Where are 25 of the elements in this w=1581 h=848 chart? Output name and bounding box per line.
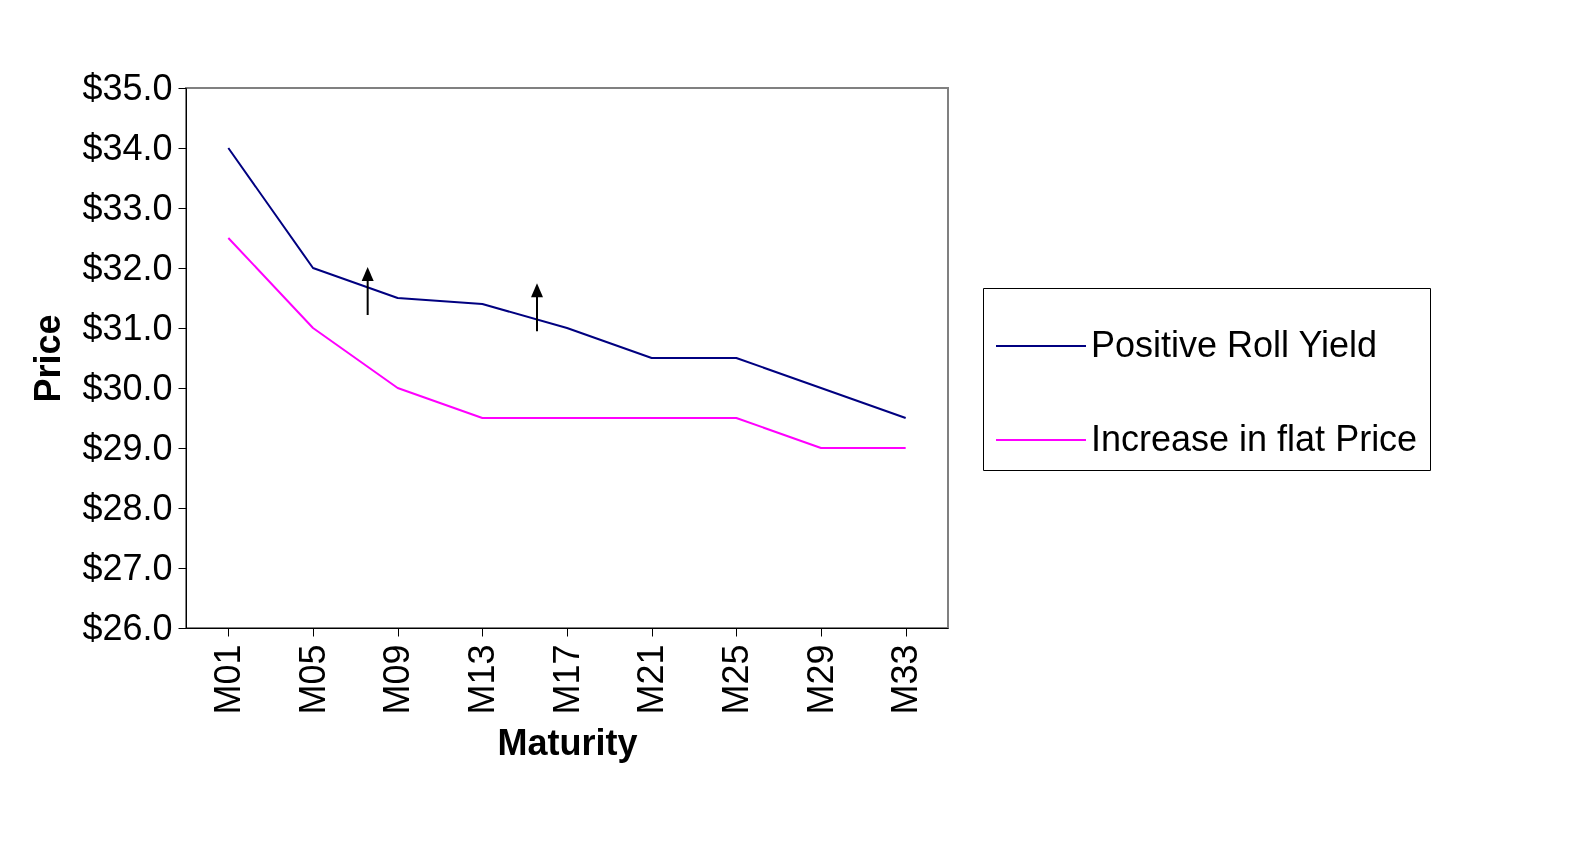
- y-tick-label: $34.0: [82, 126, 173, 168]
- y-tick-label: $26.0: [82, 606, 173, 648]
- legend-label: Increase in flat Price: [1091, 418, 1418, 459]
- legend-label: Positive Roll Yield: [1091, 324, 1378, 365]
- x-tick-label: M25: [714, 644, 756, 715]
- y-tick-label: $29.0: [82, 426, 173, 468]
- y-tick-label: $32.0: [82, 246, 173, 288]
- y-tick-label: $30.0: [82, 366, 173, 408]
- x-tick-label: M09: [376, 644, 418, 715]
- y-tick-label: $31.0: [82, 306, 173, 348]
- line-series: [227, 237, 907, 449]
- x-tick-label: M17: [545, 644, 587, 715]
- x-tick-label: M21: [630, 644, 672, 715]
- x-tick-label: M29: [799, 644, 841, 715]
- x-axis-title: Maturity: [497, 721, 638, 763]
- x-tick-label: M33: [884, 644, 926, 715]
- y-tick-label: $28.0: [82, 486, 173, 528]
- x-tick-label: M05: [291, 644, 333, 715]
- x-tick-label: M01: [206, 644, 248, 715]
- line-series: [227, 147, 907, 419]
- y-tick-label: $35.0: [82, 66, 173, 108]
- y-axis-title: Price: [27, 314, 69, 403]
- x-tick-label: M13: [460, 644, 502, 715]
- y-tick-label: $33.0: [82, 186, 173, 228]
- y-tick-label: $27.0: [82, 546, 173, 588]
